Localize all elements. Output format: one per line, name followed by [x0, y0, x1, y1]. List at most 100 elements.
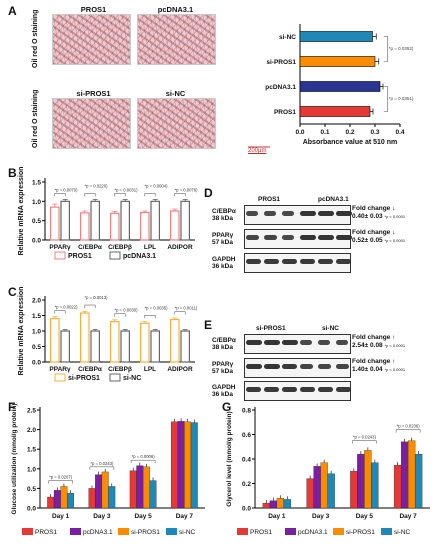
- a-bar: [299, 31, 373, 42]
- g-bar: [350, 471, 358, 509]
- e-band-ppar: [300, 364, 313, 369]
- c-bar: [79, 312, 90, 363]
- c-annotation: *p = 0.0013): [85, 295, 109, 300]
- g-bar: [313, 466, 321, 509]
- f-bar: [53, 490, 61, 509]
- d-band-cebpa: [282, 211, 294, 216]
- c-annotation: *p = 0.0011): [175, 306, 198, 311]
- f-bar: [129, 470, 137, 509]
- f-category-label: Day 3: [93, 513, 111, 520]
- f-legend-label: si-NC: [179, 529, 196, 536]
- b-category-label: C/EBPα: [78, 244, 102, 251]
- f-bar: [88, 488, 96, 509]
- g-legend-label: si-NC: [394, 529, 411, 536]
- d-band-cebpa: [264, 211, 276, 216]
- c-bracket: [54, 310, 66, 314]
- f-y-axis-title: Glucose utilization (mmol/g protein): [11, 404, 18, 515]
- panel-label-f: F: [8, 400, 16, 414]
- f-bar: [95, 474, 103, 509]
- b-y-tick-label: 0.5: [32, 218, 41, 225]
- f-category-label: Day 5: [134, 513, 152, 520]
- f-bar: [149, 480, 157, 509]
- f-legend-swatch: [166, 528, 177, 535]
- c-category-label: C/EBPβ: [108, 366, 132, 373]
- d-band-ppar: [300, 235, 316, 240]
- g-bar: [262, 502, 271, 509]
- g-bar: [320, 462, 328, 509]
- f-legend-label: pcDNA3.1: [83, 529, 113, 536]
- f-y-tick-label: 0.5: [27, 486, 36, 493]
- g-category-label: Day 7: [399, 513, 417, 520]
- e-row2-label: PPARγ 57 kDa: [212, 361, 234, 375]
- e-fc1: Fold change ↑ 2.54± 0.08 *p < 0.0001: [352, 334, 406, 349]
- b-bracket: [84, 193, 96, 197]
- b-y-tick-label: 1.0: [32, 199, 41, 206]
- g-bar: [327, 473, 335, 509]
- e-row1-label: C/EBPα 38 kDa: [212, 337, 236, 351]
- d-group-pros1: PROS1: [258, 196, 281, 203]
- a-x-tick-label: 0.4: [395, 129, 404, 136]
- b-bar: [120, 200, 130, 241]
- g-legend-swatch: [237, 528, 248, 535]
- f-bar: [101, 471, 109, 509]
- b-category-label: C/EBPβ: [108, 244, 132, 251]
- c-category-label: PPARγ: [49, 366, 71, 373]
- g-bar: [414, 453, 423, 509]
- e-band-gapdh: [282, 387, 297, 392]
- e-band-ppar: [264, 364, 280, 369]
- b-legend-swatch: [109, 251, 121, 260]
- b-category-label: LPL: [144, 244, 156, 251]
- b-annotation: *p = 0.0220): [85, 183, 109, 188]
- c-bar: [150, 330, 160, 363]
- g-legend-label: si-PROS1: [346, 529, 375, 536]
- f-bar: [136, 465, 144, 509]
- b-y-tick-label: 0.0: [32, 238, 41, 245]
- d-blot-ppar: [244, 229, 351, 249]
- d-band-cebpa: [336, 211, 352, 216]
- c-bracket: [144, 315, 156, 319]
- b-bar: [90, 200, 100, 241]
- c-bracket: [84, 304, 96, 309]
- e-band-gapdh: [264, 387, 279, 392]
- c-bracket: [114, 313, 126, 317]
- a-x-tick-label: 0.0: [295, 129, 304, 136]
- d-band-gapdh: [318, 259, 333, 264]
- f-bracket: [130, 459, 156, 464]
- f-annotation: *p = 0.0006): [132, 454, 156, 459]
- panel-label-b: B: [8, 166, 17, 180]
- caption-pcdna: pcDNA3.1: [157, 5, 194, 14]
- f-bar: [171, 421, 178, 509]
- c-category-label: LPL: [144, 366, 156, 373]
- b-annotation: *p = 0.0004): [145, 183, 169, 188]
- b-y-tick-label: 1.5: [32, 180, 41, 187]
- g-legend-swatch: [381, 528, 392, 535]
- b-annotation: *p = 0.0031): [115, 187, 139, 192]
- c-y-tick-label: 2.0: [32, 298, 41, 305]
- a-annotation: *p = 0.0352): [389, 46, 414, 51]
- panel-label-g: G: [222, 400, 232, 414]
- a-bracket: [383, 86, 389, 112]
- e-band-cebpa: [264, 340, 280, 345]
- caption-pros1: PROS1: [80, 5, 107, 14]
- a-x-tick-label: 0.1: [320, 129, 329, 136]
- b-bar: [180, 200, 190, 241]
- e-band-cebpa: [300, 340, 312, 345]
- e-group-sinc: si-NC: [322, 325, 339, 332]
- d-band-ppar: [336, 235, 352, 240]
- f-y-tick-label: 0.0: [27, 506, 36, 513]
- f-bar: [108, 486, 116, 509]
- f-y-tick-label: 2.0: [27, 427, 36, 434]
- a-category-label: si-PROS1: [266, 59, 296, 66]
- g-bar: [364, 450, 372, 509]
- b-bar: [49, 206, 60, 241]
- d-fc1: Fold change ↓ 0.40± 0.03 *p < 0.0001: [352, 205, 406, 220]
- c-legend-swatch: [54, 373, 66, 382]
- scale-bar-label: 200μm: [248, 148, 267, 154]
- e-row3-label: GAPDH 36 kDa: [212, 384, 236, 398]
- e-band-gapdh: [318, 387, 333, 392]
- g-annotation: *p = 0.0236): [397, 424, 421, 429]
- b-bracket: [144, 193, 156, 197]
- g-bracket: [395, 429, 421, 433]
- g-annotation: *p = 0.0243): [353, 435, 377, 440]
